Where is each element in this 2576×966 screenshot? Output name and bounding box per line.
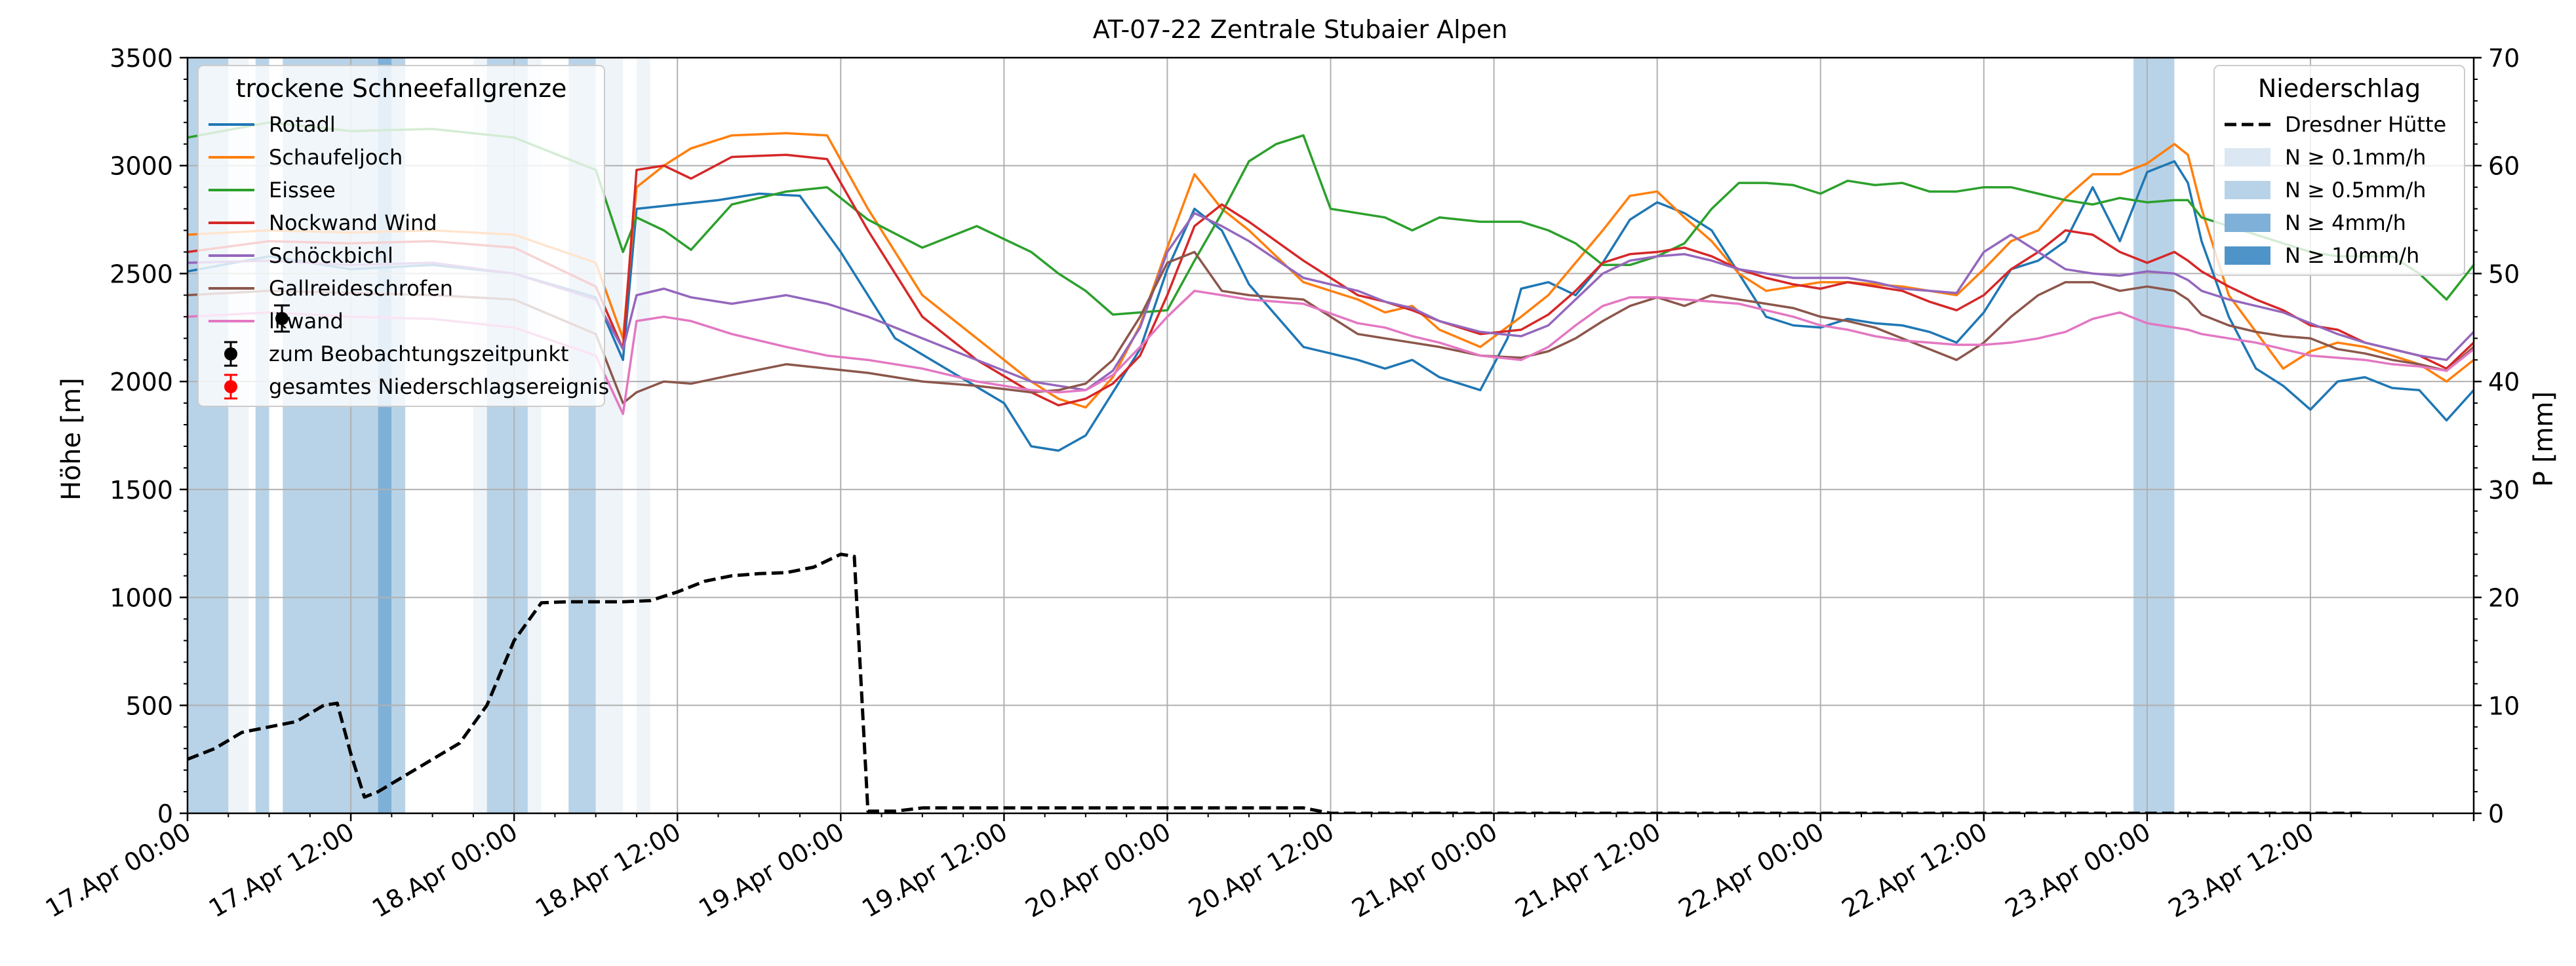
legend-left-label: Nockwand Wind	[269, 210, 437, 235]
legend-left: trockene Schneefallgrenze Rotadl Schaufelj…	[197, 65, 609, 407]
y-axis-label: Höhe [m]	[56, 377, 87, 500]
precip-band	[2133, 58, 2175, 813]
x-tick-label: 20.Apr 00:00	[1020, 817, 1176, 923]
y2-tick-label: 20	[2488, 584, 2520, 613]
x-tick-label: 19.Apr 00:00	[694, 817, 849, 923]
legend-right-line-label: Dresdner Hütte	[2285, 112, 2446, 137]
y-tick-label: 1000	[109, 584, 173, 613]
legend-left-label: Schöckbichl	[269, 243, 393, 268]
x-tick-label: 17.Apr 00:00	[41, 817, 196, 923]
series-line	[188, 250, 2474, 404]
series-line	[188, 552, 2365, 813]
y2-tick-label: 40	[2488, 368, 2520, 396]
legend-left-label: Eissee	[269, 178, 336, 203]
legend-left-title: trockene Schneefallgrenze	[236, 74, 567, 103]
x-tick-label: 21.Apr 12:00	[1511, 817, 1666, 923]
x-tick-label: 18.Apr 12:00	[530, 817, 686, 923]
precip-band	[636, 58, 650, 813]
x-tick-label: 20.Apr 12:00	[1183, 817, 1339, 923]
legend-right: Niederschlag Dresdner Hütte N ≥ 0.1mm/h N ≥…	[2213, 65, 2465, 276]
series-line	[188, 290, 2474, 415]
y-tick-label: 0	[157, 800, 173, 828]
x-tick-label: 23.Apr 12:00	[2164, 817, 2319, 923]
y-tick-label: 2500	[109, 260, 173, 288]
legend-error-label: zum Beobachtungszeitpunkt	[269, 341, 568, 366]
legend-left-label: Schaufeljoch	[269, 145, 403, 170]
y-tick-label: 1500	[109, 476, 173, 505]
y2-tick-label: 50	[2488, 260, 2520, 288]
legend-right-band-label: N ≥ 0.5mm/h	[2285, 178, 2426, 203]
legend-right-box	[2213, 65, 2465, 276]
series-line	[188, 132, 2474, 409]
y-tick-label: 2000	[109, 368, 173, 396]
legend-left-label: Gallreideschrofen	[269, 276, 453, 301]
y-tick-label: 3500	[109, 44, 173, 73]
y-tick-label: 500	[125, 691, 173, 720]
legend-right-band-label: N ≥ 4mm/h	[2285, 210, 2406, 235]
legend-left-label: Rotadl	[269, 112, 336, 137]
x-tick-label: 17.Apr 12:00	[204, 817, 359, 923]
x-tick-label: 22.Apr 12:00	[1837, 817, 1992, 923]
legend-right-band-label: N ≥ 0.1mm/h	[2285, 145, 2426, 170]
y2-tick-label: 0	[2488, 800, 2504, 828]
legend-left-box	[197, 65, 605, 407]
series-line	[188, 121, 2474, 316]
series-line	[188, 160, 2474, 452]
chart-title: AT-07-22 Zentrale Stubaier Alpen	[1093, 15, 1508, 44]
y2-tick-label: 70	[2488, 44, 2520, 73]
y2-tick-label: 10	[2488, 691, 2520, 720]
y2-tick-label: 30	[2488, 476, 2520, 505]
x-tick-label: 18.Apr 00:00	[367, 817, 523, 923]
x-tick-label: 23.Apr 00:00	[2000, 817, 2156, 923]
y2-tick-label: 60	[2488, 152, 2520, 181]
legend-overlay-marker	[275, 312, 288, 325]
legend-error-label: gesamtes Niederschlagsereignis	[269, 374, 609, 399]
series-line	[188, 153, 2474, 407]
legend-right-band-swatch	[2225, 214, 2270, 232]
legend-error-marker	[224, 347, 237, 360]
x-tick-label: 22.Apr 00:00	[1674, 817, 1829, 923]
y2-axis-label: P [mm]	[2529, 391, 2559, 487]
legend-right-band-label: N ≥ 10mm/h	[2285, 243, 2419, 268]
x-tick-label: 21.Apr 00:00	[1347, 817, 1503, 923]
x-tick-label: 19.Apr 12:00	[857, 817, 1012, 923]
y-tick-label: 3000	[109, 152, 173, 181]
legend-right-band-swatch	[2225, 181, 2270, 199]
legend-error-marker	[224, 380, 237, 393]
series-line	[188, 212, 2474, 392]
legend-right-band-swatch	[2225, 246, 2270, 265]
legend-right-band-swatch	[2225, 148, 2270, 166]
legend-right-title: Niederschlag	[2258, 74, 2421, 103]
